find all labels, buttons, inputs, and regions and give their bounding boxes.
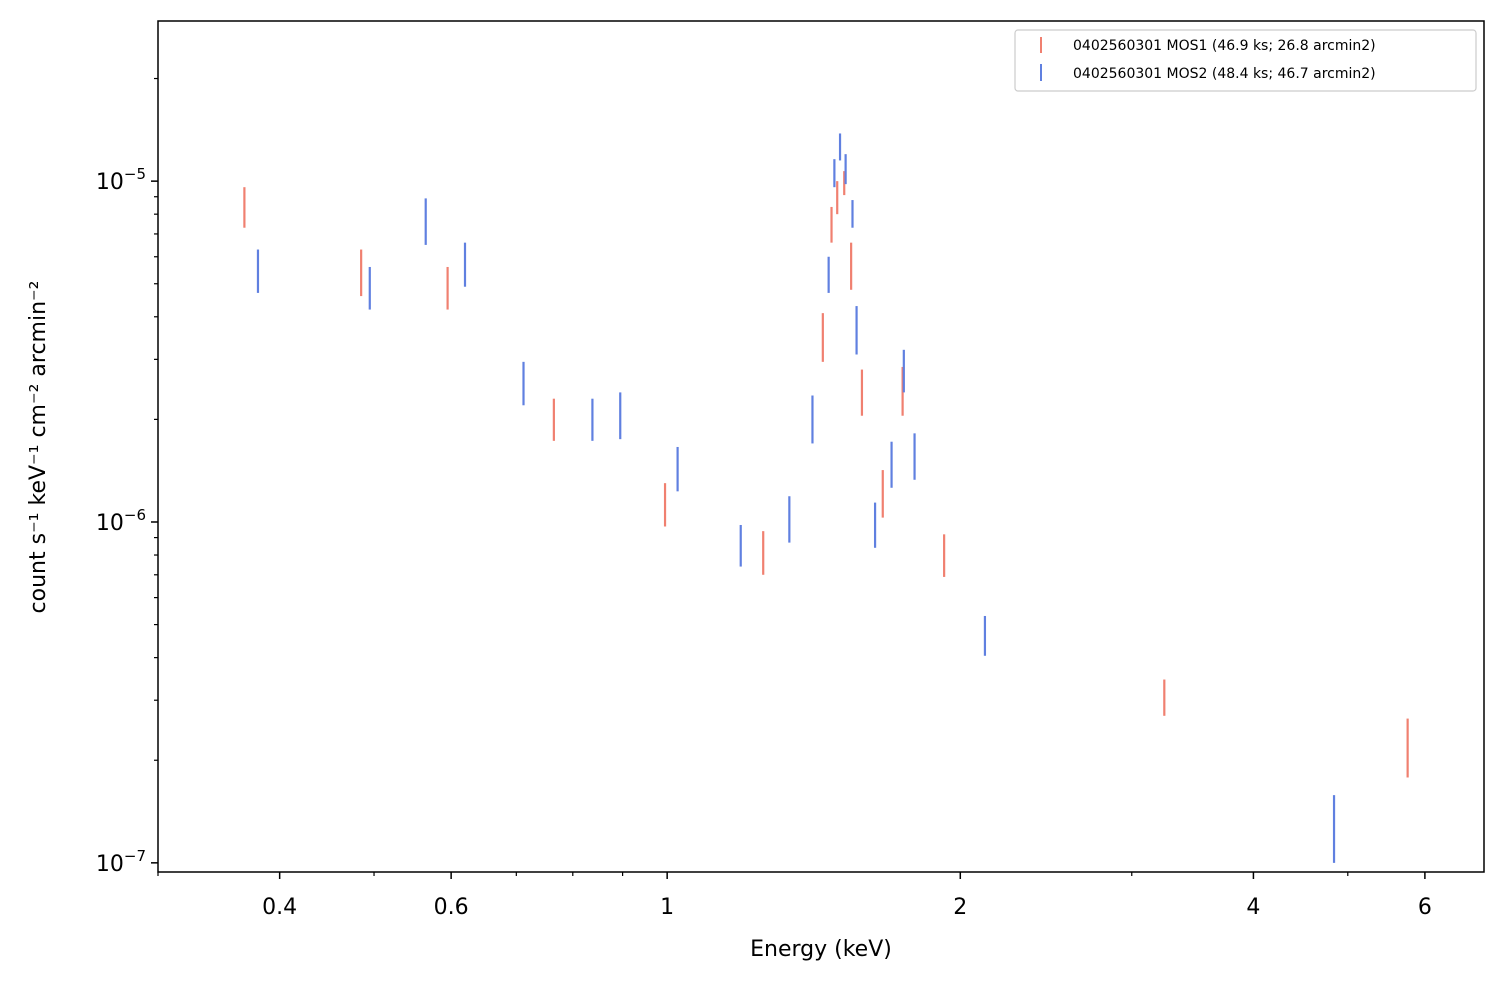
x-tick-label: 2 xyxy=(953,895,967,920)
x-tick-label: 0.4 xyxy=(262,895,297,920)
series-layer xyxy=(243,133,1409,863)
plot-area xyxy=(158,21,1484,872)
y-tick-label: 10−7 xyxy=(96,847,146,877)
x-axis-label: Energy (keV) xyxy=(750,937,892,962)
x-axis-ticks: 0.4 0.6 1 2 4 6 xyxy=(262,872,1432,920)
legend-label-mos2: 0402560301 MOS2 (48.4 ks; 46.7 arcmin2) xyxy=(1073,66,1376,82)
y-axis-label: count s⁻¹ keV⁻¹ cm⁻² arcmin⁻² xyxy=(26,281,51,614)
legend: 0402560301 MOS1 (46.9 ks; 26.8 arcmin2) … xyxy=(1014,29,1477,92)
y-tick-label: 10−6 xyxy=(96,506,146,536)
series-1 xyxy=(243,171,1409,778)
x-tick-label: 4 xyxy=(1246,895,1260,920)
plot-frame xyxy=(157,20,1485,873)
x-tick-label: 0.6 xyxy=(434,895,469,920)
x-tick-label: 1 xyxy=(660,895,674,920)
y-axis-ticks: 10−7 10−6 10−5 xyxy=(96,165,158,877)
legend-label-mos1: 0402560301 MOS1 (46.9 ks; 26.8 arcmin2) xyxy=(1073,38,1376,54)
y-tick-label: 10−5 xyxy=(96,165,146,195)
series-2 xyxy=(256,133,1336,863)
x-tick-label: 6 xyxy=(1418,895,1432,920)
legend-box xyxy=(1014,29,1477,92)
